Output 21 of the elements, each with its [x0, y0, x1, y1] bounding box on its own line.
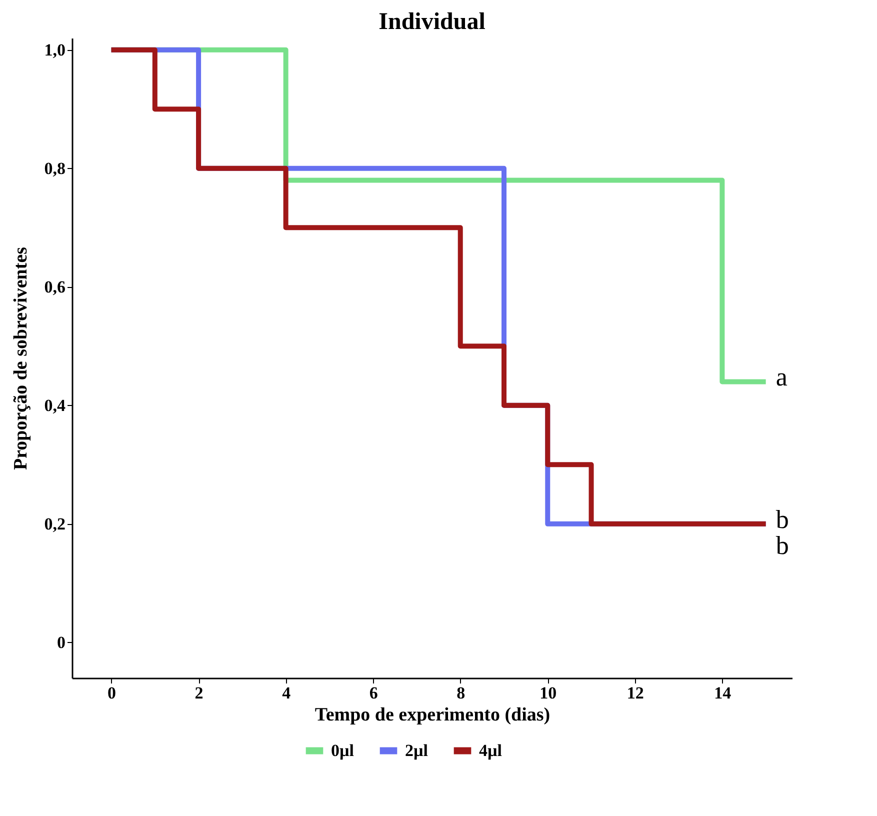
y-tick-label: 0 — [57, 632, 66, 652]
y-axis-title: Proporção de sobreviventes — [10, 246, 32, 470]
legend-label: 2µl — [405, 740, 428, 760]
y-tick-label: 0,6 — [44, 277, 66, 296]
x-tick-label: 8 — [456, 684, 466, 702]
legend-label: 4µl — [479, 740, 502, 760]
x-tick-label: 2 — [194, 684, 204, 702]
x-tick-label: 14 — [714, 684, 732, 702]
legend-label: 0µl — [331, 740, 354, 760]
x-tick-label: 0 — [108, 684, 116, 702]
y-tick-label: 1,0 — [44, 40, 66, 60]
x-tick-label: 4 — [282, 684, 292, 702]
x-tick-label: 10 — [540, 684, 557, 702]
x-axis-title: Tempo de experimento (dias) — [314, 704, 550, 726]
chart-title: Individual — [378, 9, 486, 35]
annotation: a — [776, 362, 788, 392]
y-tick-label: 0,2 — [44, 514, 66, 534]
y-tick-label: 0,4 — [44, 396, 66, 415]
x-tick-label: 6 — [369, 684, 378, 702]
x-tick-label: 12 — [626, 684, 644, 702]
y-tick-label: 0,8 — [44, 158, 66, 178]
